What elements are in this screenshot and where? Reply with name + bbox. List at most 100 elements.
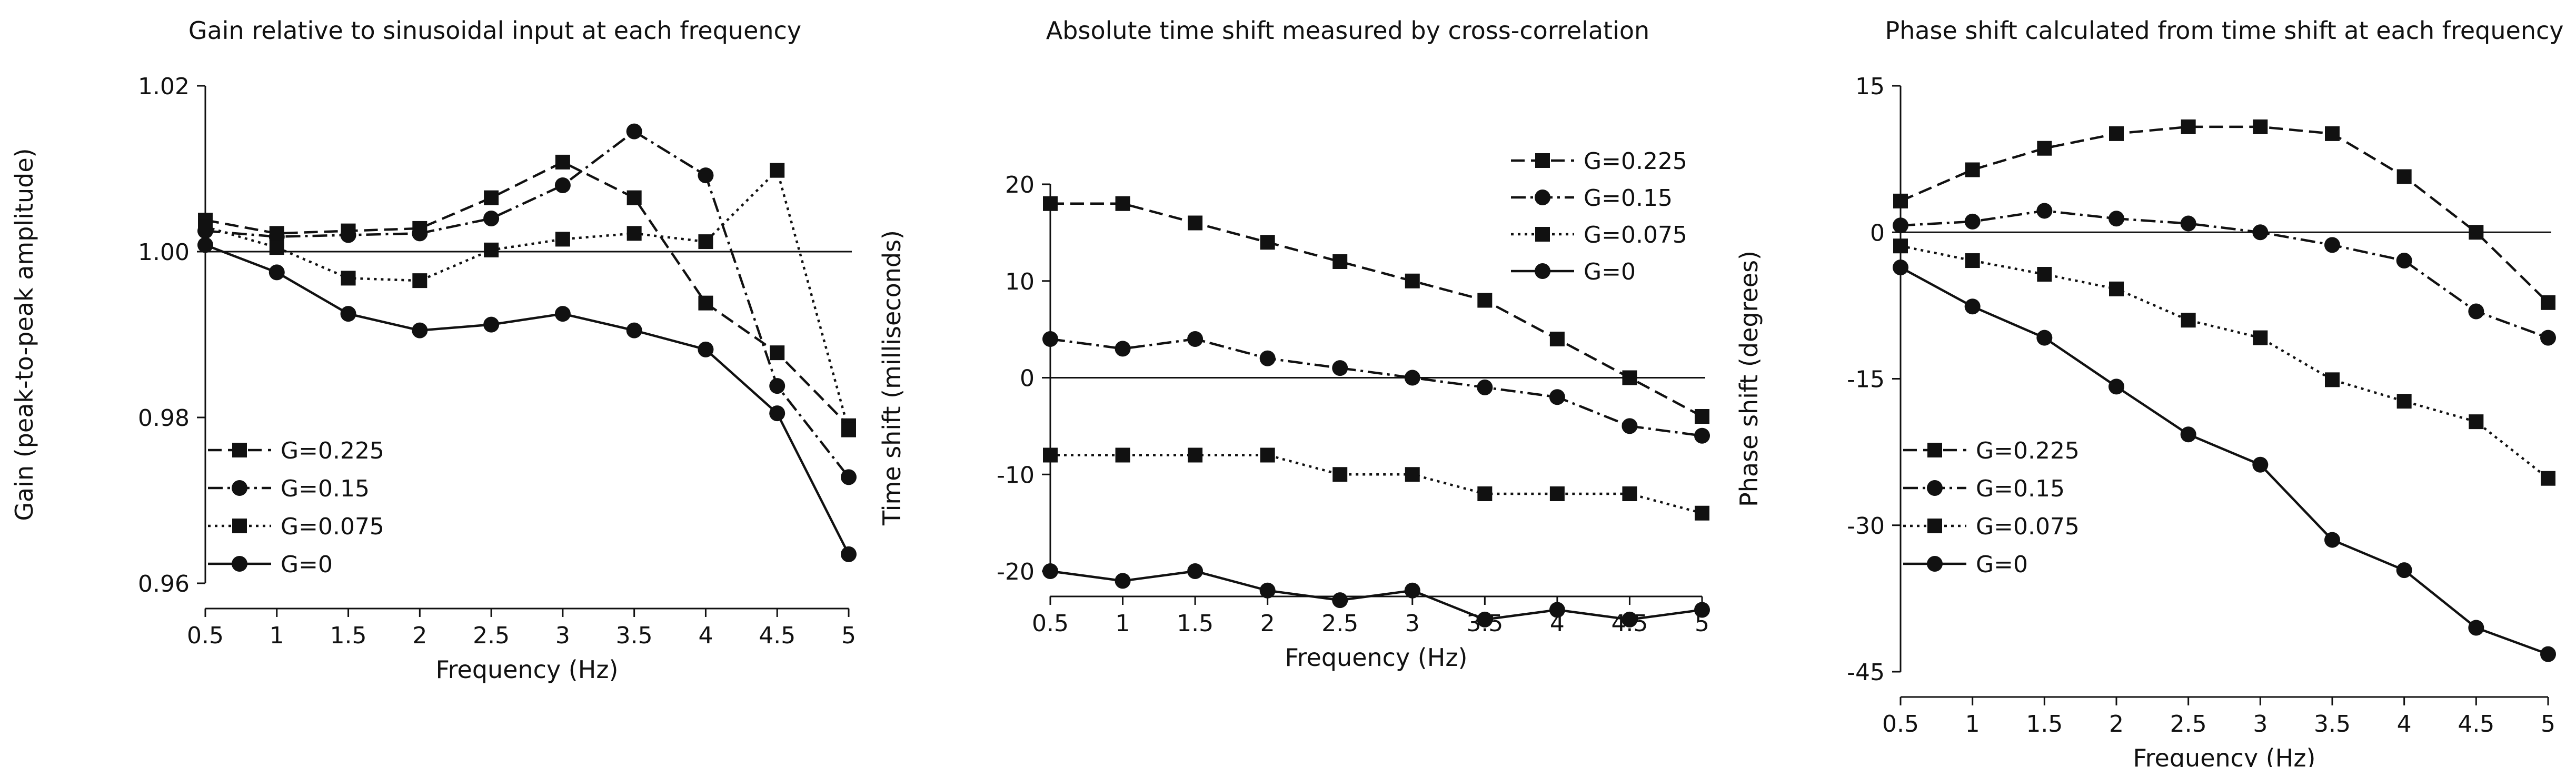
data-point bbox=[2396, 169, 2412, 184]
data-point bbox=[2324, 532, 2340, 548]
data-point bbox=[2252, 456, 2269, 473]
data-point bbox=[2469, 225, 2484, 240]
legend-item: G=0.15 bbox=[1511, 185, 1673, 212]
legend-item: G=0 bbox=[1511, 258, 1636, 285]
data-point bbox=[698, 234, 713, 250]
data-point bbox=[2180, 426, 2196, 443]
legend-item: G=0.075 bbox=[208, 513, 384, 540]
series-G=0 bbox=[197, 237, 857, 562]
legend-label: G=0.15 bbox=[1976, 475, 2065, 502]
legend-label: G=0.225 bbox=[1584, 148, 1687, 175]
series-G=0.225 bbox=[1043, 196, 1709, 424]
data-point bbox=[626, 226, 642, 241]
legend-label: G=0.15 bbox=[1584, 185, 1673, 212]
data-point bbox=[2468, 303, 2484, 320]
x-tick-label: 1.5 bbox=[330, 622, 367, 649]
x-tick-label: 2 bbox=[1260, 610, 1275, 637]
data-point bbox=[1549, 389, 1565, 405]
legend-marker bbox=[1535, 263, 1550, 279]
legend-marker bbox=[232, 519, 247, 533]
data-point bbox=[2541, 295, 2555, 310]
data-point bbox=[2396, 253, 2412, 269]
x-tick-label: 4.5 bbox=[759, 622, 795, 649]
series-G=0 bbox=[1042, 563, 1710, 627]
data-point bbox=[1259, 582, 1276, 599]
x-tick-label: 2 bbox=[2109, 711, 2124, 738]
data-point bbox=[1042, 331, 1058, 347]
x-tick-label: 2.5 bbox=[473, 622, 510, 649]
data-point bbox=[1694, 427, 1710, 444]
x-tick-label: 5 bbox=[841, 622, 856, 649]
data-point bbox=[554, 177, 571, 193]
y-axis-label: Time shift (milliseconds) bbox=[878, 230, 906, 526]
data-point bbox=[483, 211, 500, 226]
data-point bbox=[1042, 563, 1058, 579]
series-line bbox=[205, 244, 850, 555]
data-point bbox=[412, 273, 427, 288]
series-G=0.075 bbox=[1043, 447, 1709, 521]
legend-label: G=0.225 bbox=[1976, 437, 2080, 464]
data-point bbox=[412, 322, 428, 338]
chart-title: Gain relative to sinusoidal input at eac… bbox=[188, 16, 801, 45]
data-point bbox=[769, 378, 785, 394]
data-point bbox=[1332, 254, 1348, 269]
y-tick-label: 1.00 bbox=[138, 239, 190, 266]
data-point bbox=[1893, 193, 1908, 208]
data-point bbox=[1964, 298, 1981, 315]
legend-marker bbox=[1927, 480, 1943, 496]
data-point bbox=[484, 242, 499, 257]
legend-item: G=0.225 bbox=[1903, 437, 2080, 464]
series-G=0.075 bbox=[198, 163, 856, 437]
legend-marker bbox=[1535, 190, 1550, 205]
series-G=0.075 bbox=[1893, 238, 2555, 486]
x-tick-label: 1 bbox=[1116, 610, 1130, 637]
y-tick-label: 15 bbox=[1855, 73, 1885, 100]
x-tick-label: 3.5 bbox=[616, 622, 653, 649]
data-point bbox=[770, 345, 785, 361]
data-point bbox=[698, 167, 714, 184]
data-point bbox=[2540, 330, 2556, 346]
data-point bbox=[2181, 313, 2196, 328]
series-line bbox=[1050, 570, 1703, 621]
legend-marker bbox=[1535, 227, 1550, 242]
data-point bbox=[484, 190, 499, 205]
x-tick-label: 3 bbox=[1405, 610, 1420, 637]
data-point bbox=[1405, 467, 1420, 482]
y-tick-label: -15 bbox=[1847, 366, 1885, 393]
data-point bbox=[341, 271, 356, 286]
y-axis-label: Gain (peak-to-peak amplitude) bbox=[10, 148, 38, 521]
data-point bbox=[340, 227, 356, 243]
data-point bbox=[626, 123, 642, 140]
x-tick-label: 2.5 bbox=[2170, 711, 2207, 738]
legend-label: G=0.15 bbox=[281, 475, 370, 502]
data-point bbox=[412, 225, 428, 242]
data-point bbox=[1694, 602, 1710, 618]
data-point bbox=[555, 154, 570, 170]
x-tick-label: 0.5 bbox=[187, 622, 224, 649]
x-tick-label: 5 bbox=[2541, 711, 2555, 738]
series-G=0.15 bbox=[1042, 331, 1710, 444]
data-point bbox=[554, 306, 571, 322]
legend-item: G=0.15 bbox=[1903, 475, 2065, 502]
data-point bbox=[1115, 196, 1130, 211]
data-point bbox=[769, 405, 785, 422]
data-point bbox=[198, 219, 213, 234]
data-point bbox=[841, 469, 857, 485]
series-line bbox=[1050, 202, 1703, 417]
data-point bbox=[1043, 196, 1058, 211]
y-tick-label: 1.02 bbox=[138, 73, 190, 100]
data-point bbox=[2037, 141, 2052, 156]
legend-label: G=0 bbox=[281, 551, 333, 578]
data-point bbox=[483, 316, 500, 333]
data-point bbox=[1477, 611, 1493, 627]
x-axis-label: Frequency (Hz) bbox=[1285, 643, 1468, 672]
data-point bbox=[1965, 253, 1980, 268]
data-point bbox=[269, 240, 284, 255]
x-tick-label: 1.5 bbox=[2026, 711, 2063, 738]
data-point bbox=[1404, 370, 1420, 386]
x-tick-label: 1 bbox=[1965, 711, 1980, 738]
series-line bbox=[205, 169, 850, 431]
x-tick-label: 4 bbox=[2397, 711, 2412, 738]
legend-label: G=0 bbox=[1584, 258, 1636, 285]
x-axis-label: Frequency (Hz) bbox=[2133, 744, 2316, 767]
